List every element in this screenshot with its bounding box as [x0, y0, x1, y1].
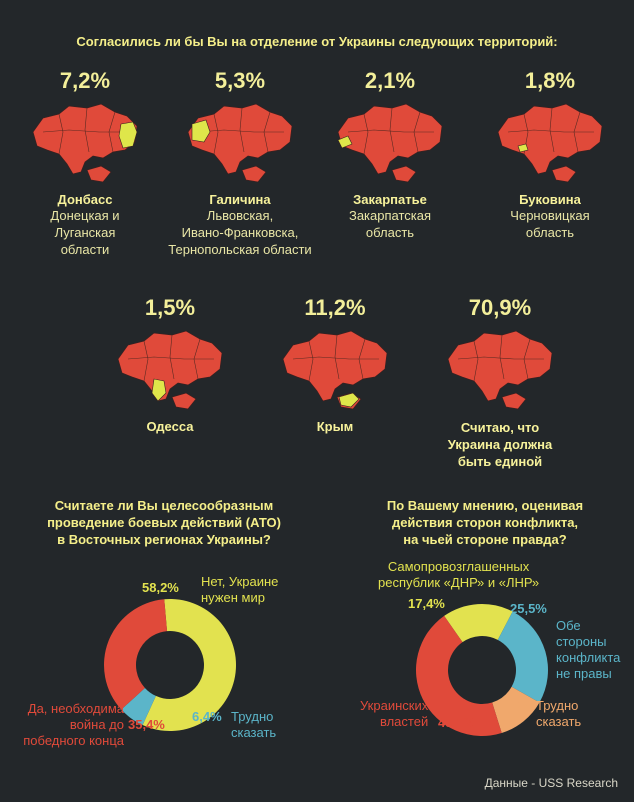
label-line: Нет, Украине — [201, 574, 279, 589]
q2-title: По Вашему мнению, оценивая действия стор… — [340, 497, 630, 548]
map-region-description: Закарпатская — [348, 208, 432, 223]
label-line: республик «ДНР» и «ЛНР» — [378, 575, 540, 590]
label-line: Обе стороны — [556, 618, 607, 649]
map-region-description: Тернопольская области — [168, 242, 312, 257]
map-region-name: Считаю, что Украина должна быть единой — [447, 420, 553, 469]
label-hard-text: Трудно сказать — [231, 709, 276, 741]
q1-title-line: Считаете ли Вы целесообразным — [54, 498, 274, 513]
label-line: Самопровозглашенных — [387, 559, 530, 574]
map-region-description: Донецкая и — [50, 208, 120, 223]
map-region-description: область — [525, 225, 575, 240]
label-line: Да, необходима — [27, 701, 124, 716]
map-block: 1,8% Буковина Черновицкая область — [480, 68, 620, 241]
label-hard-pct: 6,4% — [192, 709, 222, 724]
q1-title: Считаете ли Вы целесообразным проведение… — [14, 497, 314, 548]
map-percent: 1,8% — [524, 68, 576, 93]
label-hard2-pct: 12% — [508, 698, 535, 713]
label-both-pct: 25,5% — [510, 601, 547, 616]
donut-chart-truth — [416, 604, 548, 736]
ukraine-map-icon — [187, 103, 293, 183]
map-percent: 2,1% — [364, 68, 416, 93]
ukraine-map-icon — [447, 330, 553, 410]
label-line: Трудно — [536, 698, 579, 713]
donut-slice — [121, 687, 156, 726]
q2-title-line: действия сторон конфликта, — [391, 515, 579, 530]
map-block: 70,9% Считаю, что Украина должна быть ед… — [425, 295, 575, 470]
map-block: 5,3% Галичина Львовская, Ивано-Франковска,… — [160, 68, 320, 258]
map-region-name: Донбасс — [57, 192, 113, 207]
q1-title-line: проведение боевых действий (АТО) — [47, 515, 281, 530]
map-region-description: Львовская, — [206, 208, 274, 223]
label-yes-text: Да, необходима война до победного конца — [16, 701, 124, 749]
map-region-name: Буковина — [519, 192, 581, 207]
label-line: конфликта — [556, 650, 621, 665]
donut-slice — [104, 599, 168, 710]
ukraine-map-icon — [32, 103, 138, 183]
label-line: нужен мир — [201, 590, 265, 605]
donut-chart-ato — [104, 599, 237, 731]
map-region-description: Луганская — [54, 225, 116, 240]
label-both-text: Обе стороны конфликта не правы — [556, 618, 634, 682]
q2-title-line: на чьей стороне правда? — [403, 532, 567, 547]
ukraine-map-icon — [337, 103, 443, 183]
map-percent: 7,2% — [59, 68, 111, 93]
map-block: 7,2% Донбасс Донецкая и Луганская области — [10, 68, 160, 258]
map-region-name: Закарпатье — [353, 192, 427, 207]
label-dnr-text: Самопровозглашенных республик «ДНР» и «Л… — [378, 559, 539, 591]
label-line: война до — [69, 717, 124, 732]
label-ukr-text: Украинских властей — [360, 698, 428, 730]
map-region-description: Черновицкая — [510, 208, 590, 223]
label-line: Трудно — [231, 709, 274, 724]
map-region-name: Одесса — [146, 419, 194, 434]
source-credit: Данные - USS Research — [484, 776, 618, 790]
map-block: 2,1% Закарпатье Закарпатская область — [320, 68, 460, 241]
q1-title-line: в Восточных регионах Украины? — [57, 532, 271, 547]
label-yes-pct: 35,4% — [128, 717, 165, 732]
label-no-pct: 58,2% — [142, 580, 179, 595]
donut-slice — [492, 686, 540, 733]
label-line: сказать — [231, 725, 277, 740]
map-region-description: области — [60, 242, 110, 257]
map-percent: 70,9% — [468, 295, 532, 320]
label-dnr-pct: 17,4% — [408, 596, 445, 611]
label-line: Украинских — [360, 698, 429, 713]
label-hard2-text: Трудно сказать — [536, 698, 581, 730]
ukraine-map-icon — [282, 330, 388, 410]
ukraine-map-icon — [497, 103, 603, 183]
label-line: победного конца — [23, 733, 124, 748]
map-percent: 5,3% — [214, 68, 266, 93]
map-percent: 11,2% — [304, 295, 366, 320]
map-region-description: Ивано-Франковска, — [181, 225, 299, 240]
donut-slice — [142, 599, 237, 731]
donut-slice — [416, 615, 502, 736]
donut-slice — [444, 604, 513, 643]
ukraine-map-icon — [117, 330, 223, 410]
label-line: не правы — [556, 666, 612, 681]
label-no-text: Нет, Украине нужен мир — [201, 574, 278, 606]
map-region-description: область — [365, 225, 415, 240]
page-title: Согласились ли бы Вы на отделение от Укр… — [76, 34, 558, 49]
map-block: 1,5% Одесса — [95, 295, 245, 434]
label-line: сказать — [536, 714, 582, 729]
map-region-name: Крым — [316, 419, 354, 434]
q2-title-line: По Вашему мнению, оценивая — [386, 498, 584, 513]
label-line: властей — [379, 714, 429, 729]
label-ukr-pct: 45,1% — [438, 715, 475, 730]
map-region-name: Галичина — [209, 192, 271, 207]
map-block: 11,2% Крым — [260, 295, 410, 434]
donut-slice — [497, 611, 548, 703]
map-percent: 1,5% — [144, 295, 196, 320]
